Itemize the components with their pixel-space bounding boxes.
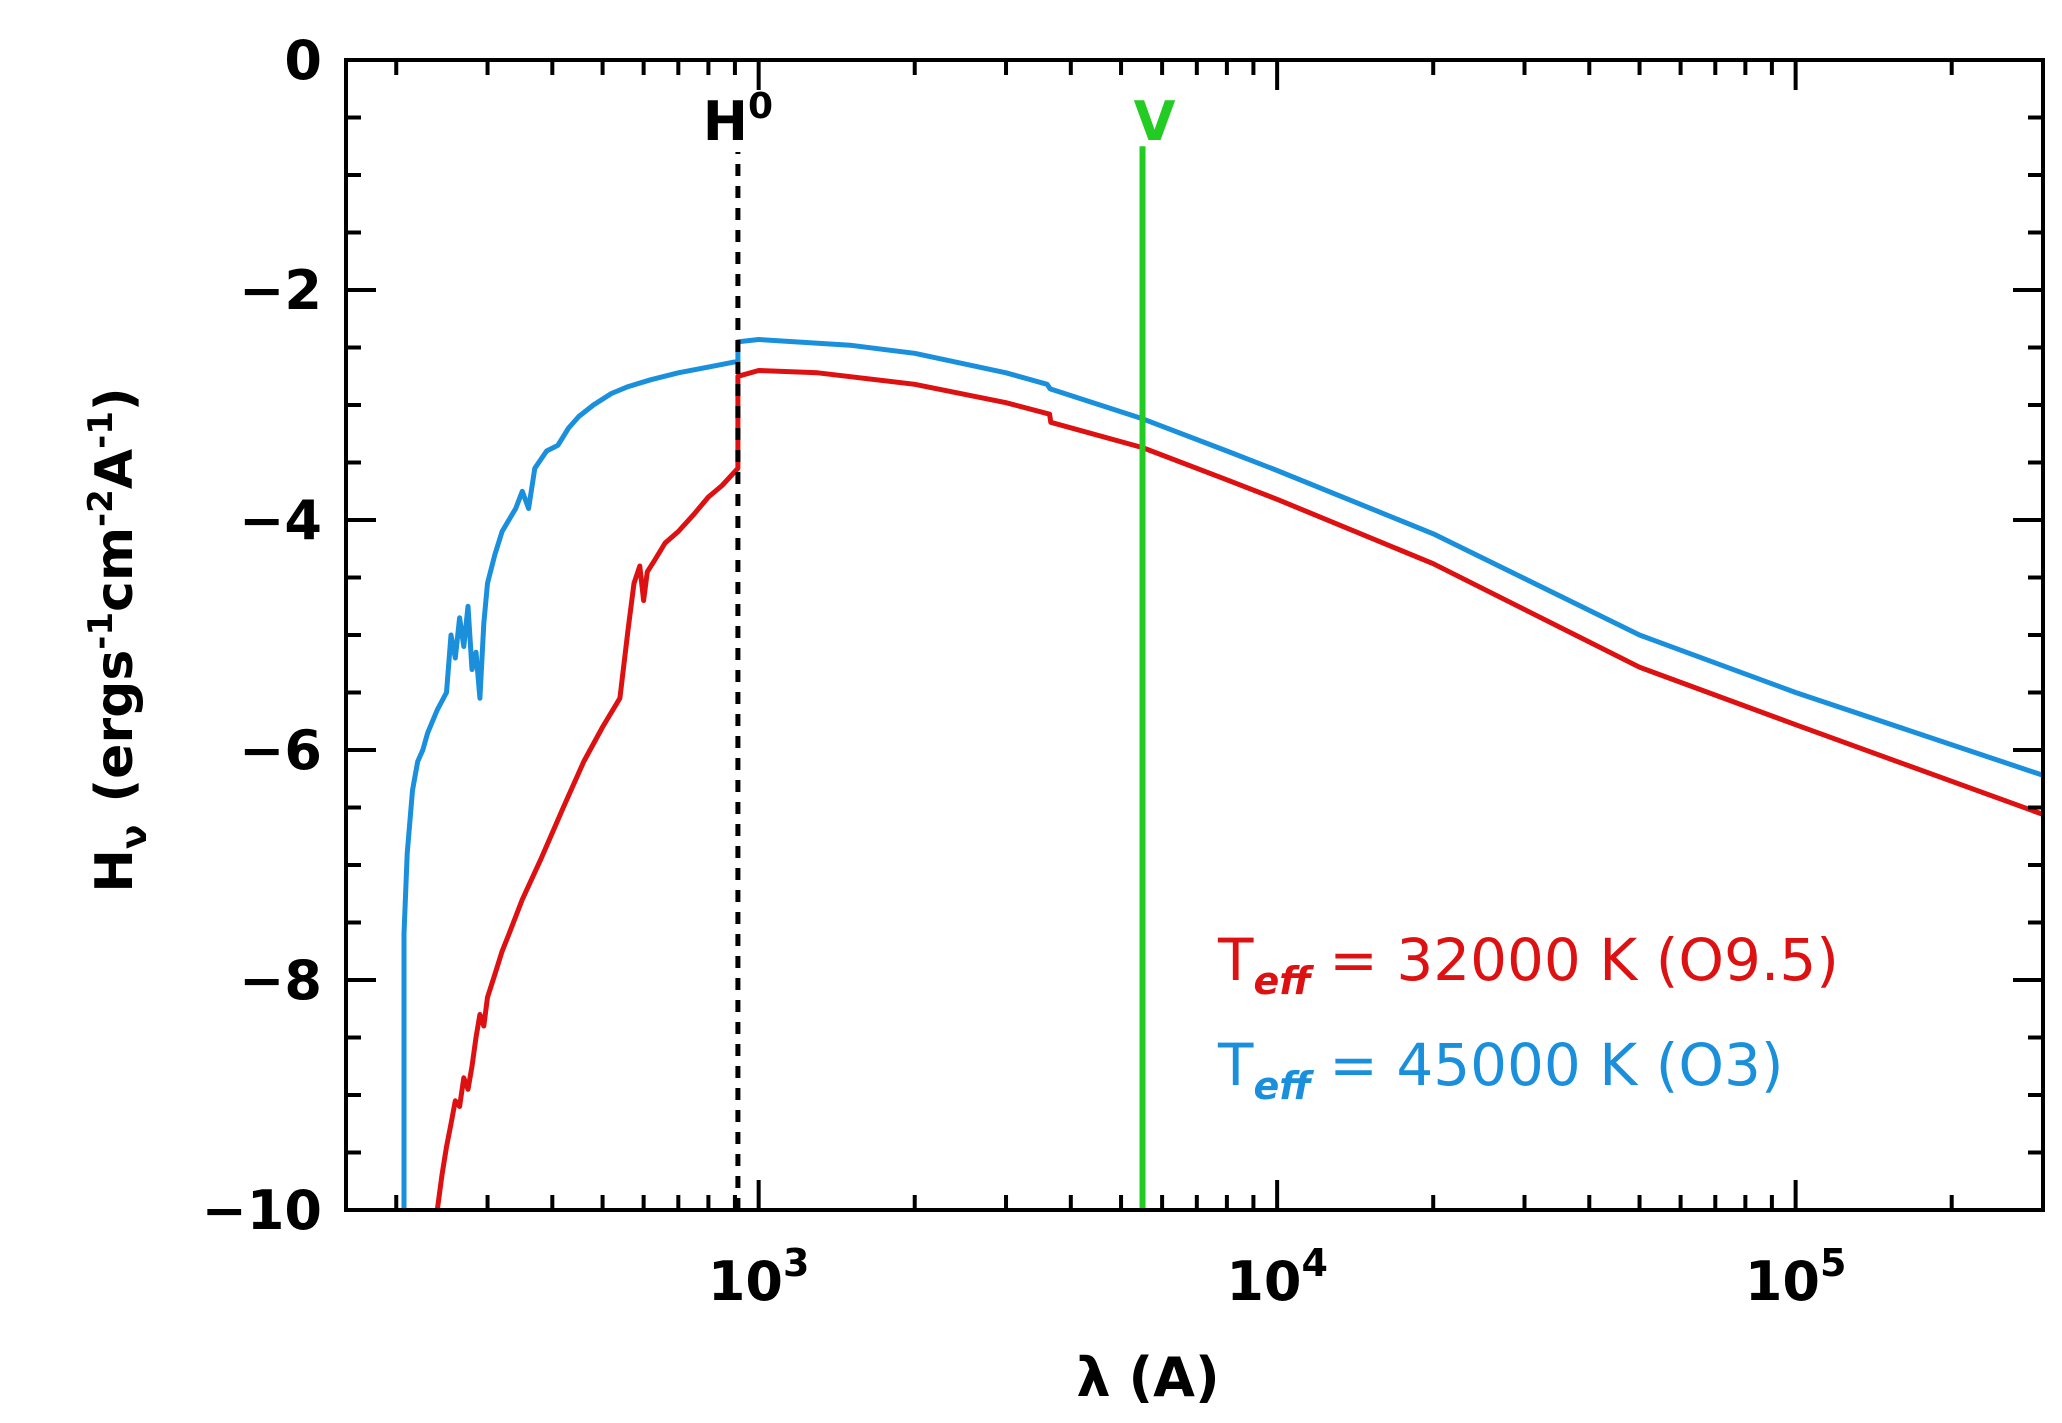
x-tick-label: 103 — [708, 1241, 810, 1313]
legend-entry-32000k: Teff = 32000 K (O9.5) — [1217, 926, 1839, 1003]
y-axis-unit-d: ) — [85, 387, 145, 411]
x-tick-label-exp: 5 — [1820, 1241, 1846, 1285]
legend-entry-32000k-symbol: T — [1217, 926, 1254, 994]
legend-entry-45000k: Teff = 45000 K (O3) — [1217, 1031, 1784, 1108]
y-axis-unit-sup3: -1 — [81, 411, 121, 449]
y-axis-unit-c: A — [85, 449, 145, 489]
legend-entry-32000k-text: = 32000 K (O9.5) — [1311, 926, 1839, 994]
ticks-layer — [346, 58, 2045, 1212]
x-tick-label: 105 — [1745, 1241, 1847, 1313]
legend-entry-32000k-sub: eff — [1253, 959, 1314, 1003]
x-tick-label: 104 — [1226, 1241, 1328, 1313]
series-line-32000k — [434, 368, 2043, 1210]
y-axis-unit-b: cm — [85, 527, 145, 612]
plot-frame — [344, 58, 2045, 1212]
x-tick-label-exp: 3 — [783, 1241, 809, 1285]
x-tick-label-base: 10 — [1226, 1250, 1301, 1313]
H0-edge-label-base: H — [703, 90, 748, 153]
y-axis-unit-a: (ergs — [85, 650, 145, 803]
H0-edge-label: H0 — [703, 86, 773, 153]
legend-entry-45000k-text: = 45000 K (O3) — [1311, 1031, 1784, 1099]
y-tick-label: −4 — [239, 489, 322, 552]
y-tick-label: −6 — [239, 719, 322, 782]
series-layer — [401, 337, 2043, 1210]
annotation-layer: H0 V — [703, 86, 1176, 1210]
y-tick-label: −10 — [202, 1179, 322, 1242]
x-tick-label-base: 10 — [1745, 1250, 1820, 1313]
y-axis-title: Hν(ergs-1cm-2A-1) — [81, 387, 155, 892]
H0-edge-label-sup: 0 — [748, 86, 773, 127]
y-axis-symbol: H — [85, 849, 145, 893]
x-axis-unit: (A) — [1129, 1346, 1220, 1409]
y-axis-unit-sup2: -2 — [81, 489, 121, 527]
x-tick-label-exp: 4 — [1301, 1241, 1327, 1285]
legend-entry-45000k-symbol: T — [1217, 1031, 1254, 1099]
series-line-45000k — [401, 337, 2043, 1210]
x-axis-title: λ (A) — [1076, 1346, 1219, 1409]
x-axis-symbol: λ — [1076, 1346, 1110, 1409]
x-tick-label-base: 10 — [708, 1250, 783, 1313]
legend: Teff = 32000 K (O9.5) Teff = 45000 K (O3… — [1217, 926, 1839, 1108]
y-tick-label: −8 — [239, 949, 322, 1012]
legend-entry-45000k-sub: eff — [1253, 1064, 1314, 1108]
y-axis-subscript: ν — [114, 825, 155, 850]
y-axis-unit-sup1: -1 — [81, 612, 121, 650]
y-tick-label: 0 — [284, 29, 322, 92]
y-tick-label: −2 — [239, 259, 322, 322]
v-band-label: V — [1134, 90, 1176, 153]
